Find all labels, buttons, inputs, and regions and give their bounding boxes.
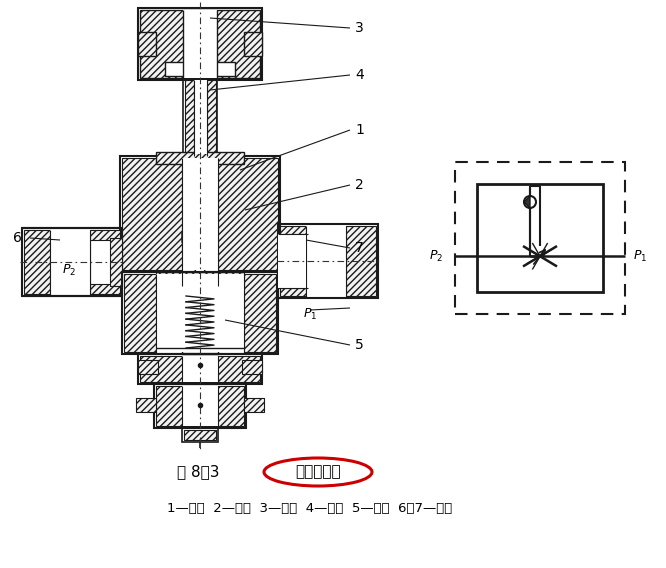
Bar xyxy=(477,184,603,292)
Text: $P_2$: $P_2$ xyxy=(62,262,76,278)
Text: 图 8－3: 图 8－3 xyxy=(176,465,219,479)
Bar xyxy=(22,228,122,296)
Polygon shape xyxy=(524,196,530,208)
Bar xyxy=(156,272,244,286)
Bar xyxy=(182,428,218,442)
Bar xyxy=(183,10,217,78)
Text: $P_1$: $P_1$ xyxy=(633,249,647,264)
Bar xyxy=(280,226,306,296)
Text: $P_1$: $P_1$ xyxy=(303,307,317,321)
Text: 5: 5 xyxy=(355,338,364,352)
Bar xyxy=(110,238,122,286)
Bar xyxy=(138,8,262,80)
Text: $P_2$: $P_2$ xyxy=(429,249,443,264)
Polygon shape xyxy=(182,232,218,272)
Bar xyxy=(122,272,278,354)
Bar xyxy=(182,282,218,296)
Bar xyxy=(122,158,182,270)
Bar xyxy=(90,230,120,294)
Bar xyxy=(140,356,260,382)
Text: 1: 1 xyxy=(355,123,364,137)
Bar xyxy=(244,274,276,352)
Circle shape xyxy=(524,196,536,208)
Text: 2: 2 xyxy=(355,178,364,192)
Bar xyxy=(50,230,90,294)
Bar xyxy=(90,240,120,284)
Bar xyxy=(183,78,217,156)
Bar xyxy=(120,156,280,272)
Bar xyxy=(182,348,218,354)
Text: 单向节流阀: 单向节流阀 xyxy=(295,465,341,479)
Bar xyxy=(140,10,260,78)
Bar xyxy=(136,398,156,412)
Bar xyxy=(244,32,262,56)
Bar xyxy=(124,274,156,352)
Bar xyxy=(165,62,187,76)
Bar xyxy=(182,356,218,382)
Bar xyxy=(156,386,244,426)
Bar xyxy=(244,398,264,412)
Text: 4: 4 xyxy=(355,68,364,82)
Bar xyxy=(242,360,262,374)
Bar xyxy=(213,62,235,76)
Text: 6: 6 xyxy=(13,231,22,245)
Text: 1—阀体  2—阀芯  3—螺母  4—顶杆  5—弹簧  6，7—油口: 1—阀体 2—阀芯 3—螺母 4—顶杆 5—弹簧 6，7—油口 xyxy=(167,502,453,515)
Bar xyxy=(182,386,218,426)
Bar xyxy=(138,354,262,384)
Bar xyxy=(24,230,50,294)
Bar xyxy=(138,32,156,56)
Bar xyxy=(278,224,378,298)
Bar xyxy=(184,430,216,440)
Bar xyxy=(455,162,625,314)
Bar xyxy=(306,226,346,296)
Polygon shape xyxy=(190,232,210,256)
Bar xyxy=(218,158,278,270)
Bar xyxy=(185,80,194,154)
Bar xyxy=(346,226,376,296)
Bar xyxy=(194,80,207,154)
Bar xyxy=(154,384,246,428)
Bar xyxy=(207,80,216,154)
Bar xyxy=(182,158,218,270)
Bar xyxy=(138,360,158,374)
Text: 3: 3 xyxy=(355,21,364,35)
Bar xyxy=(278,234,308,288)
Bar xyxy=(156,274,244,352)
Bar xyxy=(156,152,244,164)
Text: 7: 7 xyxy=(355,241,364,255)
Bar xyxy=(278,234,306,288)
